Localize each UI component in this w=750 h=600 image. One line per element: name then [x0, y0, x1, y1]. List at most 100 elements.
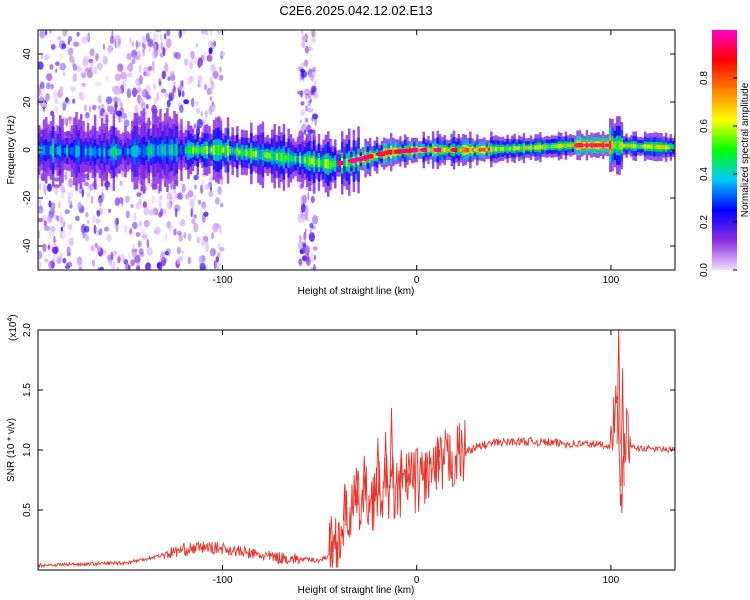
spectrogram-speckle — [43, 258, 49, 263]
spectrogram-speckle — [43, 187, 47, 196]
spectrogram-speckle — [300, 203, 306, 213]
spectrogram-speckle — [115, 217, 119, 226]
snr-y-ticks: 0.5 1.0 1.5 2.0 — [22, 323, 675, 517]
spectrogram-speckle — [139, 63, 142, 74]
spectrogram-band-segment — [52, 144, 55, 157]
spectrogram-speckle — [68, 178, 74, 188]
spectrogram-speckle — [155, 226, 161, 235]
spectrogram-band-segment — [154, 144, 157, 157]
spectrogram-band-segment — [653, 144, 656, 149]
spectrogram-panel: -100 0 100 -40 -20 0 20 40 Height of straight … — [6, 29, 676, 297]
spectrogram-speckle — [59, 230, 63, 239]
spectrogram-band-segment — [508, 147, 512, 151]
spectrogram-band-segment — [77, 146, 81, 157]
spectrogram-speckle — [132, 244, 135, 252]
snr-xlabel: Height of straight line (km) — [298, 585, 415, 596]
spectrogram-speckle — [313, 254, 317, 261]
snr-peak — [616, 330, 621, 445]
spectrogram-speckle — [112, 96, 119, 103]
spectrogram-speckle — [178, 233, 183, 242]
spectrogram-speckle — [203, 117, 207, 125]
spectrogram-speckle — [204, 110, 208, 118]
spectrogram-speckle — [115, 41, 121, 49]
spectrogram-band-segment — [469, 147, 472, 153]
spectrogram-band-segment — [63, 148, 67, 154]
spectrogram-speckle — [133, 55, 139, 60]
spectrogram-speckle — [116, 110, 122, 117]
spectrogram-band-segment — [100, 146, 104, 158]
spectrogram-speckle — [118, 97, 122, 107]
spectrogram-speckle — [138, 248, 144, 255]
svg-text:(x104): (x104) — [7, 314, 19, 341]
y-tick-label: -20 — [22, 190, 33, 205]
spectrogram-speckle — [217, 186, 222, 195]
spectrogram-speckle — [56, 215, 60, 222]
spectrogram-speckle — [300, 68, 306, 73]
spectrogram-speckle — [138, 115, 141, 126]
spectrogram-speckle — [147, 66, 153, 71]
spectrogram-speckle — [98, 197, 103, 207]
spectrogram-speckle — [127, 264, 131, 270]
spectrogram-band-segment — [278, 152, 281, 162]
spectrogram-speckle — [196, 237, 201, 244]
snr-peak — [342, 483, 347, 521]
spectrogram-speckle — [194, 101, 199, 107]
spectrogram-speckle — [67, 231, 71, 236]
colorbar-tick-label: 0.6 — [699, 119, 710, 133]
spectrogram-speckle — [75, 215, 80, 221]
snr-x-ticks: -100 0 100 — [212, 330, 620, 586]
x-tick-label: 0 — [414, 575, 420, 586]
spectrogram-speckle — [193, 174, 199, 180]
spectrogram-band-segment — [660, 144, 663, 150]
spectrogram-speckle — [50, 205, 55, 213]
spectrogram-speckle — [136, 89, 139, 94]
spectrogram-speckle — [67, 196, 71, 205]
spectrogram-band-segment — [135, 145, 139, 158]
spectrogram-speckle — [181, 90, 185, 98]
spectrogram-speckle — [108, 259, 113, 264]
spectrogram-speckle — [54, 177, 60, 182]
spectrogram-speckle — [95, 53, 99, 61]
spectrogram-band-segment — [177, 147, 181, 154]
spectrogram-band-segment — [522, 145, 526, 151]
snr-peak — [362, 455, 367, 501]
spectrogram-speckle — [43, 225, 51, 231]
spectrogram-speckle — [163, 61, 169, 71]
spectrogram-band-segment — [184, 146, 188, 154]
spectrogram-band-segment — [629, 144, 633, 148]
spectrogram-speckle — [168, 222, 173, 233]
spectrogram-speckle — [307, 94, 312, 99]
spectrogram-speckle — [95, 81, 102, 87]
snr-peak — [389, 407, 394, 489]
spectrogram-speckle — [166, 38, 172, 48]
spectrogram-speckle — [39, 30, 45, 39]
spectrogram-speckle — [98, 228, 103, 236]
spectrogram-speckle — [48, 200, 52, 208]
spectrogram-speckle — [96, 245, 101, 253]
spectrogram-band-segment — [616, 140, 619, 150]
spectrogram-band-segment — [45, 145, 48, 156]
spectrogram-band-segment — [657, 144, 661, 150]
spectrogram-band-segment — [664, 145, 668, 150]
spectrogram-band-segment — [427, 147, 430, 153]
spectrogram-speckle — [210, 30, 213, 37]
spectrogram-speckle — [216, 252, 221, 258]
spectrogram-band-segment — [525, 146, 528, 150]
spectrogram-speckle — [219, 202, 224, 208]
snr-multiplier-close: ) — [8, 314, 19, 317]
spectrogram-speckle — [53, 184, 60, 189]
spectrogram-band-segment — [175, 144, 178, 156]
spectrogram-band-segment — [93, 146, 97, 158]
spectrogram-speckle — [312, 31, 316, 38]
spectrogram-band-segment — [669, 145, 673, 150]
spectrogram-band-segment — [180, 145, 183, 155]
spectrogram-speckle — [66, 246, 71, 255]
spectrogram-speckle — [146, 247, 153, 256]
spectrogram-speckle — [42, 243, 47, 253]
spectrogram-speckle — [112, 86, 116, 93]
spectrogram-band-segment — [480, 148, 484, 152]
spectrogram-speckle — [100, 249, 107, 255]
spectrogram-band-segment — [609, 141, 612, 150]
spectrogram-speckle — [94, 242, 98, 248]
spectrogram-speckle — [50, 83, 54, 90]
